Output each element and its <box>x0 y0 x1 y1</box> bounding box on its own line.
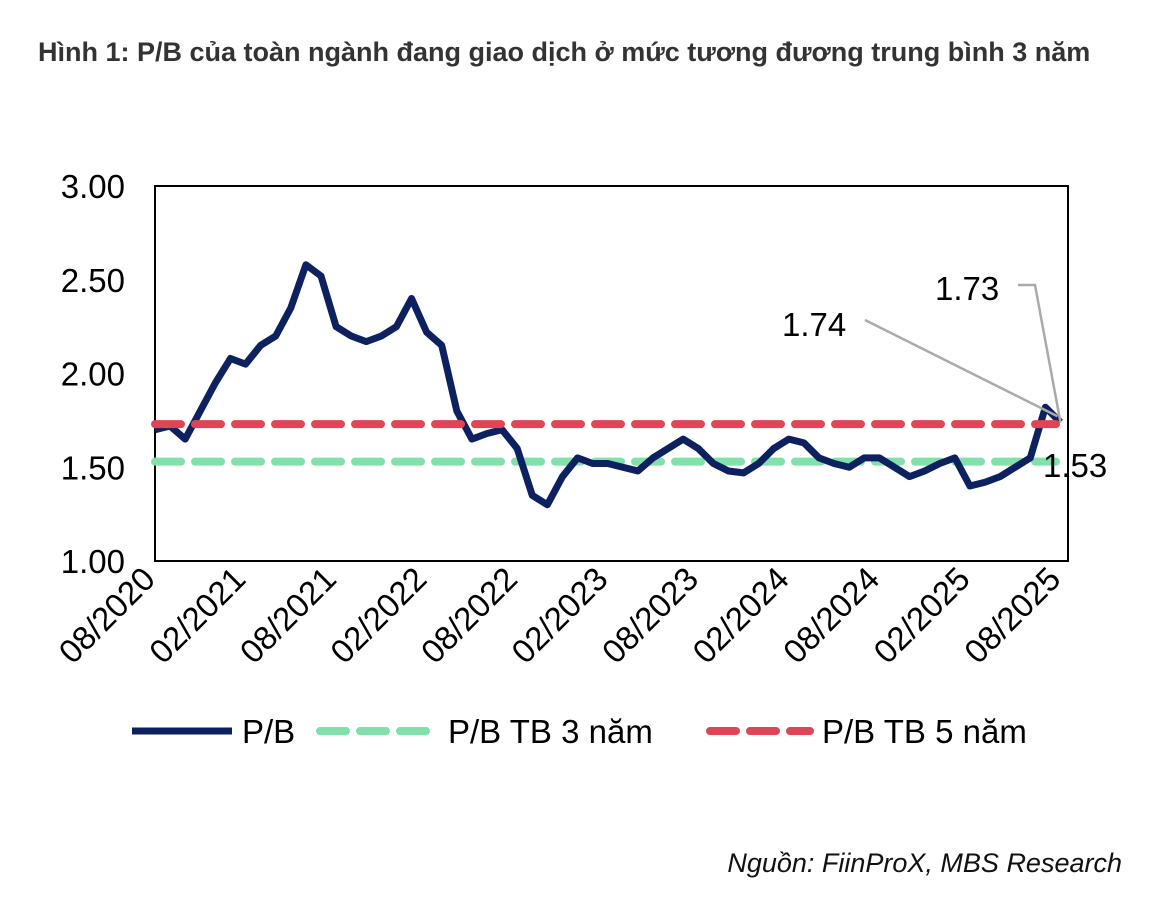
x-tick-label: 02/2024 <box>685 560 796 671</box>
leader-line-173 <box>1018 283 1062 423</box>
leader-line-174 <box>864 318 1059 418</box>
y-tick-label: 1.00 <box>61 543 125 580</box>
y-tick-label: 2.00 <box>61 356 125 393</box>
x-tick-label: 08/2021 <box>233 560 344 671</box>
legend-label: P/B <box>242 713 295 750</box>
y-tick-label: 1.50 <box>61 449 125 486</box>
x-tick-label: 02/2025 <box>866 560 977 671</box>
x-tick-label: 08/2024 <box>776 560 887 671</box>
legend-label: P/B TB 3 năm <box>448 713 653 750</box>
legend-label: P/B TB 5 năm <box>822 713 1027 750</box>
x-tick-label: 02/2023 <box>504 560 615 671</box>
annotation-label: 1.73 <box>935 270 999 307</box>
pb-series-line <box>154 261 1063 509</box>
y-tick-label: 2.50 <box>61 262 125 299</box>
x-tick-label: 08/2022 <box>414 560 525 671</box>
annotation-label: 1.74 <box>782 306 846 343</box>
x-tick-label: 08/2025 <box>957 560 1068 671</box>
x-tick-label: 08/2023 <box>595 560 706 671</box>
y-tick-label: 3.00 <box>61 168 125 205</box>
x-tick-label: 02/2022 <box>323 560 434 671</box>
annotation-label: 1.53 <box>1043 447 1107 484</box>
plot-area <box>154 185 1069 562</box>
x-tick-label: 02/2021 <box>142 560 253 671</box>
figure-title: Hình 1: P/B của toàn ngành đang giao dịc… <box>38 37 1091 67</box>
source-note: Nguồn: FiinProX, MBS Research <box>727 848 1122 878</box>
